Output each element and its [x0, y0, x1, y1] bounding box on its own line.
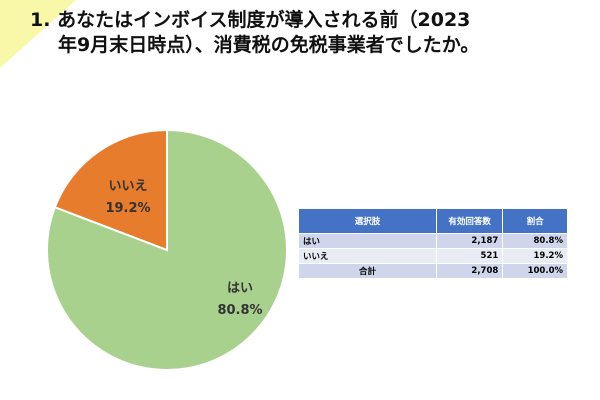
table-header: 選択肢 有効回答数 割合 — [298, 208, 568, 234]
title-line-2: 年9月末日時点）、消費税の免税事業者でしたか。 — [58, 34, 480, 56]
data-label-category: はい — [227, 281, 253, 296]
data-label-value: 80.8% — [217, 303, 262, 318]
cell-ratio: 19.2% — [502, 248, 568, 264]
title-line-1: あなたはインボイス制度が導入される前（2023 — [57, 9, 471, 31]
cell-choice: 合計 — [298, 263, 437, 279]
data-label-value: 19.2% — [105, 201, 150, 216]
cell-ratio: 80.8% — [502, 233, 568, 249]
cell-count: 2,187 — [435, 233, 504, 249]
summary-table: 選択肢 有効回答数 割合 はい 2,187 80.8% いいえ 521 19.2… — [298, 208, 568, 279]
table-total-row: 合計 2,708 100.0% — [298, 263, 568, 279]
table-row: はい 2,187 80.8% — [298, 233, 568, 249]
header-ratio: 割合 — [502, 208, 568, 234]
header-count: 有効回答数 — [435, 208, 504, 234]
table-row: いいえ 521 19.2% — [298, 248, 568, 264]
question-number: 1. — [30, 9, 51, 31]
header-choice: 選択肢 — [298, 208, 437, 234]
page-title: 1. あなたはインボイス制度が導入される前（2023 年9月末日時点）、消費税の… — [30, 8, 479, 58]
cell-ratio: 100.0% — [502, 263, 568, 279]
cell-choice: はい — [298, 233, 437, 249]
cell-count: 2,708 — [435, 263, 504, 279]
cell-choice: いいえ — [298, 248, 437, 264]
pie-slice-1 — [53, 128, 168, 252]
title-accent-triangle — [0, 0, 76, 68]
data-label-category: いいえ — [108, 179, 147, 194]
cell-count: 521 — [435, 248, 504, 264]
pie-slice-0 — [46, 128, 288, 371]
